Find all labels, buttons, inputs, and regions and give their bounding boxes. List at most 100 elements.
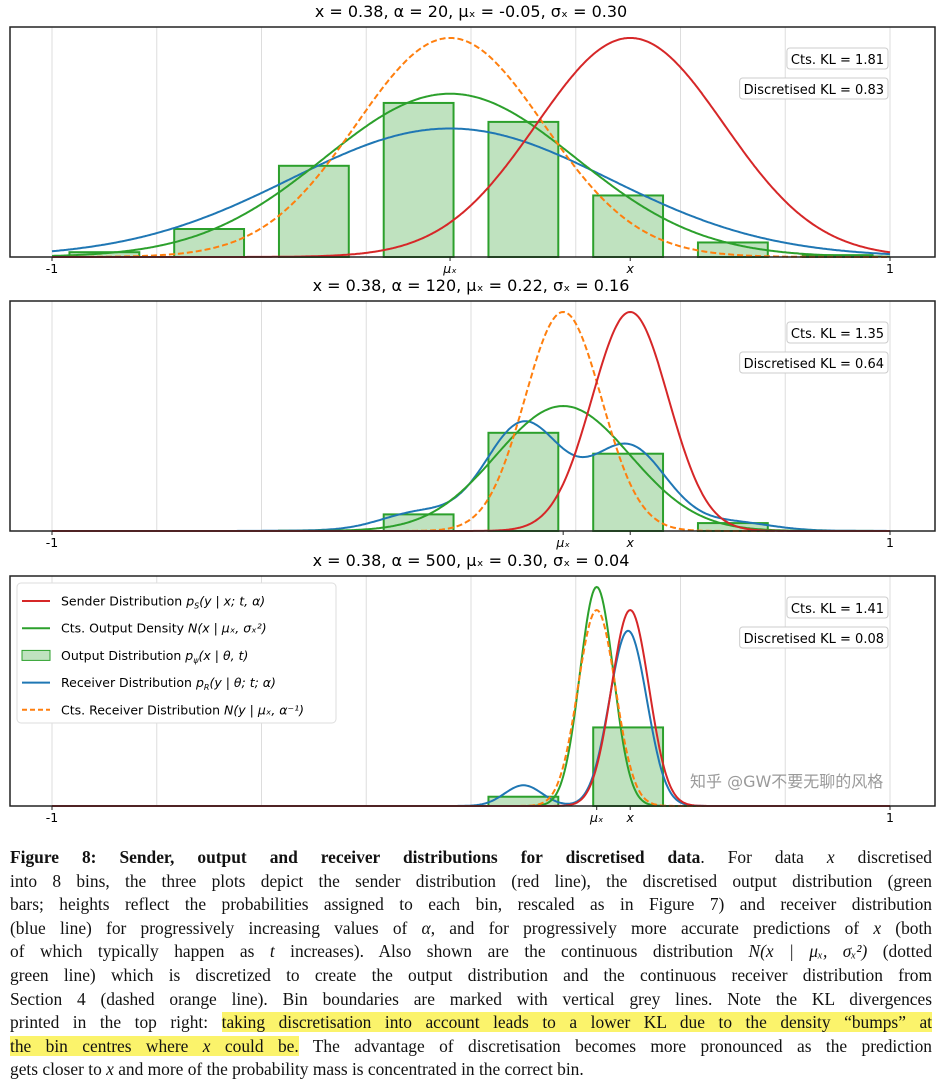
x-tick-label: -1 [46,810,58,825]
cts-kl-label: Cts. KL = 1.81 [791,53,884,68]
legend-entry: Receiver Distribution pR(y | θ; t; α) [61,675,276,692]
caption-line: Figure 8: Sender, output and receiver di… [10,846,932,870]
legend-patch [21,649,51,661]
legend-math: p [195,675,204,690]
legend-entry: Cts. Output Density N(x | μₓ, σₓ²) [61,621,267,636]
x-tick-label: -1 [46,535,58,550]
caption-text: t [269,941,275,962]
legend-math-args: (y | x; t, α) [199,594,265,609]
legend-math-args: (y | μₓ, α⁻¹) [233,702,304,717]
highlighted-text: x [202,1035,211,1056]
x-tick-label: x [626,535,635,550]
caption-text: (both [881,917,932,938]
caption-line: bars; heights reflect the probabilities … [10,893,932,917]
cts-kl-label: Cts. KL = 1.41 [791,602,884,617]
legend-entry: Cts. Receiver Distribution N(y | μₓ, α⁻¹… [61,702,304,717]
x-tick-label: x [626,810,635,825]
caption-text: printed in the top right: [10,1012,222,1033]
caption-line: green line) which is discretized to crea… [10,964,932,988]
cts-kl-label-box [786,47,889,70]
subplot-3: x = 0.38, α = 500, μₓ = 0.30, σₓ = 0.04 -… [9,551,936,825]
x-tick-label: μₓ [442,261,457,276]
legend-box [16,582,337,724]
output-distribution-bar [487,120,560,258]
figure-caption: Figure 8: Sender, output and receiver di… [10,846,932,1082]
caption-line: printed in the top right: taking discret… [10,1011,932,1035]
caption-text: into 8 bins, the three plots depict the … [10,870,932,891]
caption-text: x [106,1059,114,1080]
highlighted-text: could be. [210,1035,299,1056]
x-tick-label: -1 [46,261,58,276]
cts-kl-label-box [786,321,889,344]
x-tick-label: μₓ [589,810,604,825]
axes-frame [9,300,936,532]
caption-text: , and for progressively more accurate pr… [430,917,874,938]
caption-text: discretised [834,847,933,867]
caption-text: bars; heights reflect the probabilities … [10,894,932,915]
axes-frame [9,575,936,807]
legend-math-args: (x | θ, t) [199,648,249,663]
output-distribution-bar [277,164,350,258]
caption-line: into 8 bins, the three plots depict the … [10,870,932,894]
output-distribution-bar [592,194,665,259]
legend-math: p [185,594,194,609]
axes-frame [9,26,936,258]
output-distribution-bar [173,228,246,258]
legend-math-args: (y | θ; t; α) [209,675,275,690]
caption-text: (blue line) for progressively increasing… [10,917,422,938]
caption-text: increases). Also shown are the continuou… [274,941,749,962]
x-tick-label: x [626,261,635,276]
caption-text: α [421,917,431,938]
legend-label: Output Distribution [61,648,185,663]
discretised-kl-label: Discretised KL = 0.64 [744,357,884,372]
legend-label: Sender Distribution [61,594,186,609]
caption-line: gets closer to x and more of the probabi… [10,1058,932,1082]
caption-text: x [873,917,882,938]
figure-8-plots: x = 0.38, α = 20, μₓ = -0.05, σₓ = 0.30 -… [9,2,936,825]
caption-text: (dotted [867,941,933,962]
highlighted-text: the bin centres where [10,1035,203,1056]
discretised-kl-label: Discretised KL = 0.83 [744,83,884,98]
caption-text: . For data [700,847,827,867]
discretised-kl-label: Discretised KL = 0.08 [744,632,884,647]
legend-math: N [188,621,198,636]
caption-text: The advantage of discretisation becomes … [298,1035,933,1056]
caption-title: Figure 8: Sender, output and receiver di… [10,847,701,867]
caption-text: Section 4 (dashed orange line). Bin boun… [10,988,932,1009]
x-tick-label: 1 [886,535,894,550]
caption-line: the bin centres where x could be. The ad… [10,1035,932,1059]
legend-math-sub: R [204,683,210,692]
caption-text: x [826,847,835,867]
legend-label: Cts. Output Density [61,621,188,636]
legend-entry: Output Distribution pψ(x | θ, t) [61,648,248,665]
subplot-1: x = 0.38, α = 20, μₓ = -0.05, σₓ = 0.30 -… [9,2,936,276]
subplot-title: x = 0.38, α = 120, μₓ = 0.22, σₓ = 0.16 [313,276,630,295]
caption-text: N(x | μₓ, σₓ²) [748,941,868,962]
subplot-title: x = 0.38, α = 20, μₓ = -0.05, σₓ = 0.30 [315,2,627,21]
output-distribution-bar [382,101,455,258]
x-tick-label: 1 [886,810,894,825]
x-tick-label: 1 [886,261,894,276]
legend-math: p [184,648,193,663]
discretised-kl-label-box [739,77,889,100]
receiver-distribution-line [51,127,891,256]
subplot-2: x = 0.38, α = 120, μₓ = 0.22, σₓ = 0.16 -… [9,276,936,550]
cts-receiver-distribution-line [52,37,890,258]
legend-label: Receiver Distribution [61,675,196,690]
subplot-title: x = 0.38, α = 500, μₓ = 0.30, σₓ = 0.04 [313,551,630,570]
output-distribution-bar [487,431,560,532]
highlighted-text: taking discretisation into account leads… [221,1012,932,1033]
legend-entry: Sender Distribution pS(y | x; t, α) [61,594,265,611]
discretised-kl-label-box [739,626,889,649]
caption-line: Section 4 (dashed orange line). Bin boun… [10,988,932,1012]
discretised-kl-label-box [739,351,889,374]
caption-text: green line) which is discretized to crea… [10,964,932,985]
output-distribution-bar [592,452,665,533]
caption-text: and more of the probability mass is conc… [113,1059,584,1080]
x-tick-label: μₓ [555,535,570,550]
legend-math-sub: ψ [193,656,199,665]
legend-math-sub: S [194,602,199,611]
caption-line: (blue line) for progressively increasing… [10,917,932,941]
legend-math-args: (x | μₓ, σₓ²) [197,621,266,636]
caption-text: gets closer to [10,1059,107,1080]
